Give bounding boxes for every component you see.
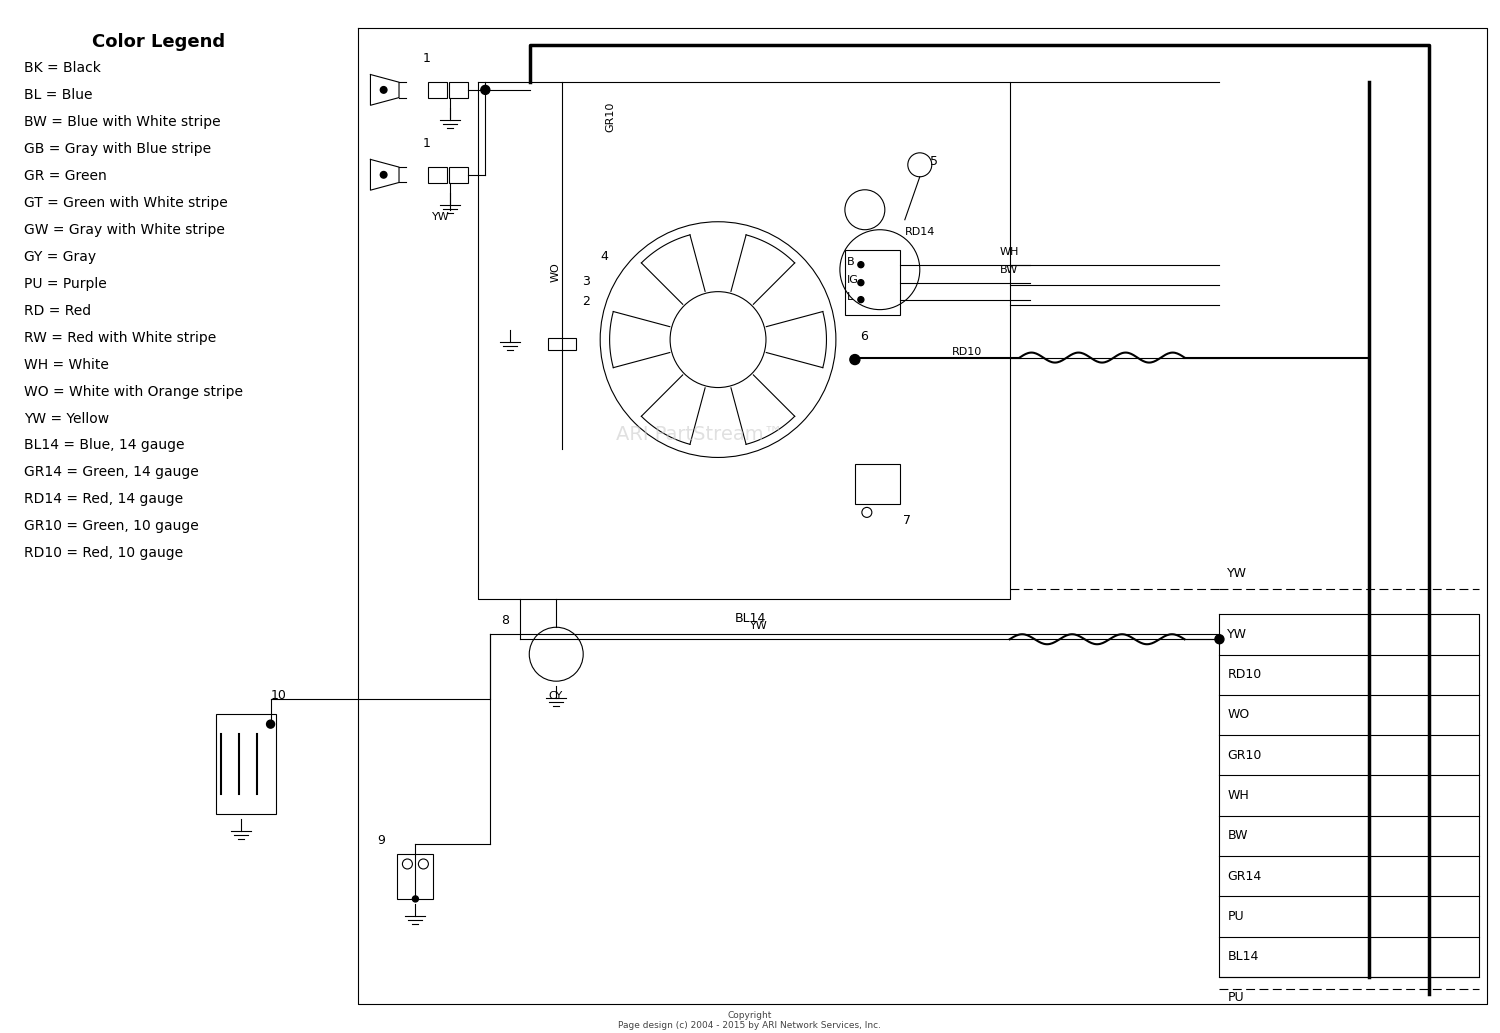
Text: WO: WO (550, 262, 560, 282)
Circle shape (858, 261, 864, 268)
Text: Copyright
Page design (c) 2004 - 2015 by ARI Network Services, Inc.: Copyright Page design (c) 2004 - 2015 by… (618, 1011, 882, 1031)
Text: 7: 7 (903, 514, 910, 528)
Text: GT = Green with White stripe: GT = Green with White stripe (24, 196, 228, 210)
Bar (548, 338, 576, 349)
Text: WH: WH (999, 247, 1018, 256)
Circle shape (381, 171, 387, 178)
Text: RW = Red with White stripe: RW = Red with White stripe (24, 331, 216, 345)
Text: ARI PartStream™: ARI PartStream™ (616, 425, 783, 444)
Text: RD10: RD10 (1227, 668, 1262, 681)
Text: GR14 = Green, 14 gauge: GR14 = Green, 14 gauge (24, 466, 198, 479)
Bar (844, 250, 900, 315)
Circle shape (413, 896, 419, 902)
Bar (429, 82, 447, 98)
Circle shape (482, 86, 490, 94)
Circle shape (850, 354, 859, 365)
Text: 1: 1 (423, 52, 430, 65)
Circle shape (858, 296, 864, 303)
Text: WO: WO (1227, 709, 1250, 721)
Text: CY: CY (548, 691, 562, 701)
Text: YW: YW (1227, 567, 1248, 581)
Bar (398, 854, 433, 899)
Text: 8: 8 (501, 615, 510, 627)
Circle shape (858, 280, 864, 286)
Text: GR = Green: GR = Green (24, 168, 106, 183)
Text: WO = White with Orange stripe: WO = White with Orange stripe (24, 384, 243, 399)
Bar (429, 166, 447, 183)
Text: RD = Red: RD = Red (24, 304, 92, 317)
Text: 4: 4 (600, 250, 608, 262)
Text: WH = White: WH = White (24, 357, 108, 372)
Text: RD14: RD14 (904, 226, 934, 237)
Text: 9: 9 (378, 834, 386, 847)
Text: 2: 2 (582, 294, 590, 308)
Circle shape (1215, 634, 1224, 644)
Circle shape (381, 87, 387, 93)
Text: RD10 = Red, 10 gauge: RD10 = Red, 10 gauge (24, 546, 183, 560)
Text: BL14: BL14 (1227, 950, 1258, 963)
Text: Color Legend: Color Legend (92, 33, 225, 51)
Circle shape (267, 720, 274, 728)
Text: 1: 1 (423, 136, 430, 150)
Text: WH: WH (1227, 789, 1250, 802)
Text: BL = Blue: BL = Blue (24, 88, 93, 102)
Text: PU = Purple: PU = Purple (24, 277, 106, 290)
Text: BL14: BL14 (735, 613, 765, 625)
Text: 5: 5 (930, 155, 938, 167)
Text: BW: BW (1227, 829, 1248, 842)
Text: PU: PU (1227, 991, 1244, 1004)
Text: YW: YW (432, 212, 448, 222)
Text: L: L (847, 291, 853, 302)
Text: YW: YW (750, 621, 768, 631)
Text: IG: IG (847, 275, 859, 285)
Text: GR10: GR10 (604, 101, 615, 132)
Text: BL14 = Blue, 14 gauge: BL14 = Blue, 14 gauge (24, 438, 184, 452)
Text: GR10: GR10 (1227, 749, 1262, 761)
Text: B: B (847, 256, 855, 267)
Text: YW: YW (1227, 628, 1248, 640)
Text: GB = Gray with Blue stripe: GB = Gray with Blue stripe (24, 142, 211, 156)
Bar (450, 166, 468, 183)
Text: YW = Yellow: YW = Yellow (24, 411, 109, 426)
Text: GW = Gray with White stripe: GW = Gray with White stripe (24, 223, 225, 237)
Text: 10: 10 (270, 689, 286, 702)
Text: 3: 3 (582, 275, 590, 287)
Text: BW = Blue with White stripe: BW = Blue with White stripe (24, 115, 220, 129)
Text: GR10 = Green, 10 gauge: GR10 = Green, 10 gauge (24, 520, 198, 533)
Text: RD14 = Red, 14 gauge: RD14 = Red, 14 gauge (24, 493, 183, 506)
Text: BW: BW (999, 264, 1018, 275)
Bar (216, 714, 276, 814)
Bar (855, 465, 900, 504)
Text: BK = Black: BK = Black (24, 61, 100, 75)
Text: GY = Gray: GY = Gray (24, 250, 96, 263)
Text: PU: PU (1227, 910, 1244, 922)
Text: RD10: RD10 (952, 347, 982, 356)
Text: GR14: GR14 (1227, 870, 1262, 882)
Bar (450, 82, 468, 98)
Text: 6: 6 (859, 330, 867, 343)
